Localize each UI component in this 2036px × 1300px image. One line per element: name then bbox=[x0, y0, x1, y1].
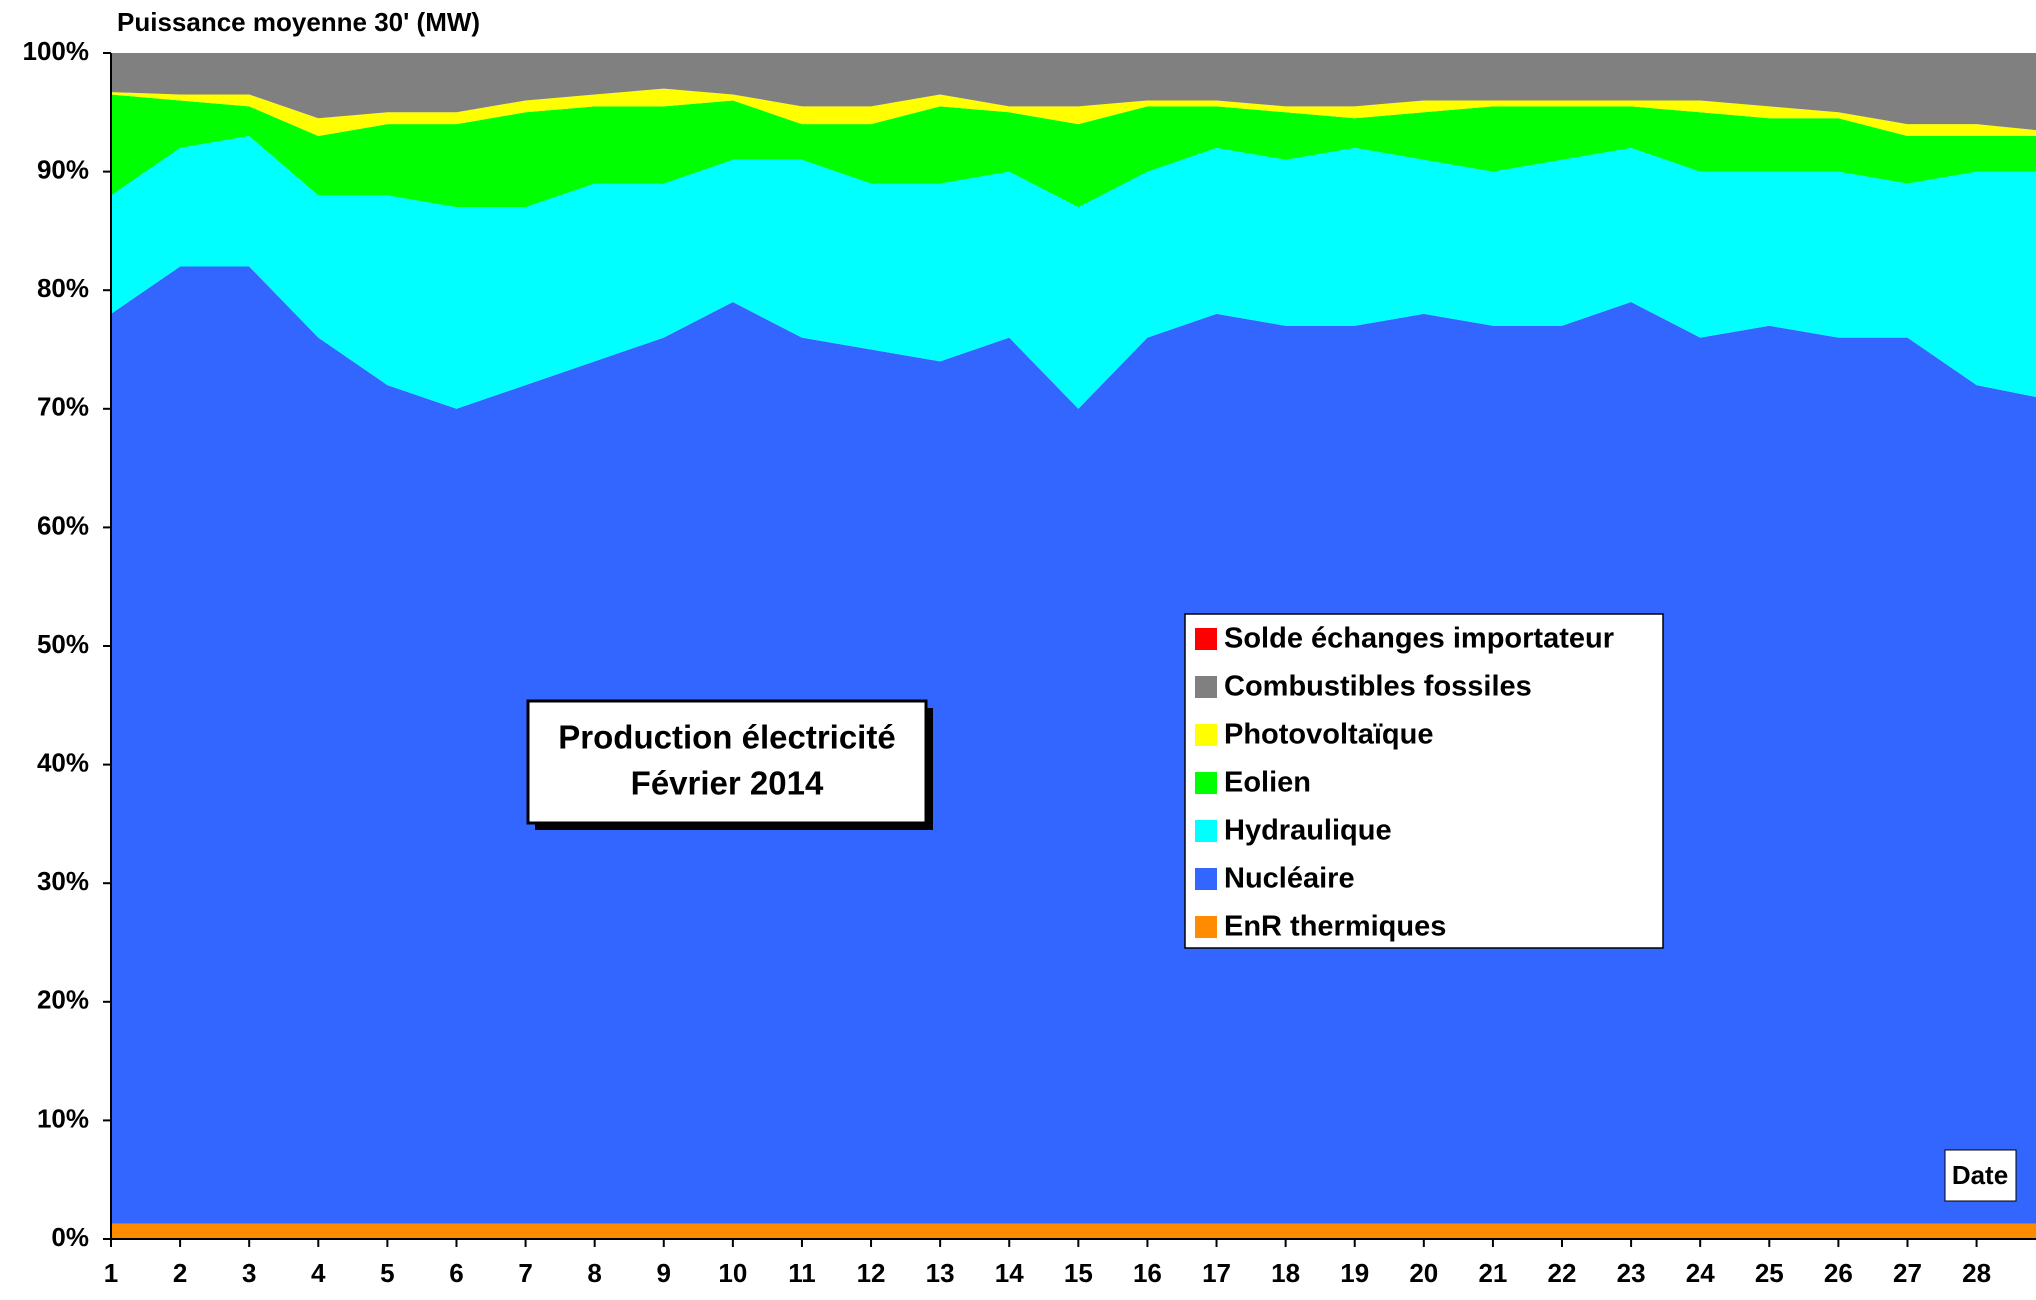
x-tick-label: 12 bbox=[857, 1258, 886, 1288]
legend-label: Combustibles fossiles bbox=[1224, 671, 1532, 703]
legend-swatch bbox=[1195, 724, 1217, 746]
legend-swatch bbox=[1195, 772, 1217, 794]
y-tick-label: 10% bbox=[37, 1103, 89, 1133]
legend-label: Eolien bbox=[1224, 767, 1311, 799]
x-tick-label: 20 bbox=[1409, 1258, 1438, 1288]
legend-swatch bbox=[1195, 868, 1217, 890]
legend-label: Photovoltaïque bbox=[1224, 719, 1433, 751]
legend-label: Hydraulique bbox=[1224, 815, 1392, 847]
x-tick-label: 16 bbox=[1133, 1258, 1162, 1288]
area bbox=[111, 136, 2036, 409]
chart-subtitle: Février 2014 bbox=[631, 765, 824, 802]
y-tick-label: 30% bbox=[37, 866, 89, 896]
title-box bbox=[526, 699, 928, 825]
x-tick-label: 7 bbox=[518, 1258, 532, 1288]
y-tick-label: 60% bbox=[37, 510, 89, 540]
area bbox=[111, 1223, 2036, 1239]
x-tick-label: 15 bbox=[1064, 1258, 1093, 1288]
y-tick-label: 40% bbox=[37, 747, 89, 777]
legend-swatch bbox=[1195, 628, 1217, 650]
x-tick-label: 13 bbox=[926, 1258, 955, 1288]
legend-swatch bbox=[1195, 676, 1217, 698]
legend-swatch bbox=[1195, 820, 1217, 842]
y-tick-label: 80% bbox=[37, 273, 89, 303]
x-tick-label: 22 bbox=[1548, 1258, 1577, 1288]
x-tick-label: 4 bbox=[311, 1258, 326, 1288]
x-tick-label: 2 bbox=[173, 1258, 187, 1288]
y-tick-label: 20% bbox=[37, 985, 89, 1015]
area bbox=[111, 266, 2036, 1224]
y-tick-label: 50% bbox=[37, 629, 89, 659]
x-tick-label: 1 bbox=[104, 1258, 118, 1288]
legend-box bbox=[1184, 613, 1664, 949]
legend-label: EnR thermiques bbox=[1224, 911, 1446, 943]
x-tick-label: 23 bbox=[1617, 1258, 1646, 1288]
x-label-box bbox=[1944, 1149, 2017, 1202]
y-tick-label: 100% bbox=[23, 36, 90, 66]
x-tick-label: 14 bbox=[995, 1258, 1024, 1288]
x-tick-label: 18 bbox=[1271, 1258, 1300, 1288]
legend-label: Solde échanges importateur bbox=[1224, 623, 1614, 655]
x-tick-label: 3 bbox=[242, 1258, 256, 1288]
legend-label: Nucléaire bbox=[1224, 863, 1355, 895]
y-tick-label: 0% bbox=[51, 1222, 89, 1252]
area bbox=[111, 94, 2036, 208]
x-tick-label: 28 bbox=[1962, 1258, 1991, 1288]
x-tick-label: 8 bbox=[587, 1258, 601, 1288]
y-tick-label: 70% bbox=[37, 392, 89, 422]
x-tick-label: 9 bbox=[657, 1258, 671, 1288]
x-tick-label: 6 bbox=[449, 1258, 463, 1288]
x-tick-label: 27 bbox=[1893, 1258, 1922, 1288]
x-tick-label: 11 bbox=[788, 1258, 816, 1288]
x-tick-label: 21 bbox=[1478, 1258, 1507, 1288]
x-tick-label: 26 bbox=[1824, 1258, 1853, 1288]
y-axis-label: Puissance moyenne 30' (MW) bbox=[117, 7, 480, 37]
y-tick-label: 90% bbox=[37, 154, 89, 184]
x-tick-label: 17 bbox=[1202, 1258, 1231, 1288]
chart-title: Production électricité bbox=[558, 719, 895, 756]
x-tick-label: 25 bbox=[1755, 1258, 1784, 1288]
x-tick-label: 10 bbox=[718, 1258, 747, 1288]
x-axis-label: Date bbox=[1952, 1160, 2008, 1190]
x-tick-label: 24 bbox=[1686, 1258, 1715, 1288]
x-tick-label: 19 bbox=[1340, 1258, 1369, 1288]
x-tick-label: 5 bbox=[380, 1258, 394, 1288]
area bbox=[111, 53, 2036, 131]
legend-swatch bbox=[1195, 916, 1217, 938]
